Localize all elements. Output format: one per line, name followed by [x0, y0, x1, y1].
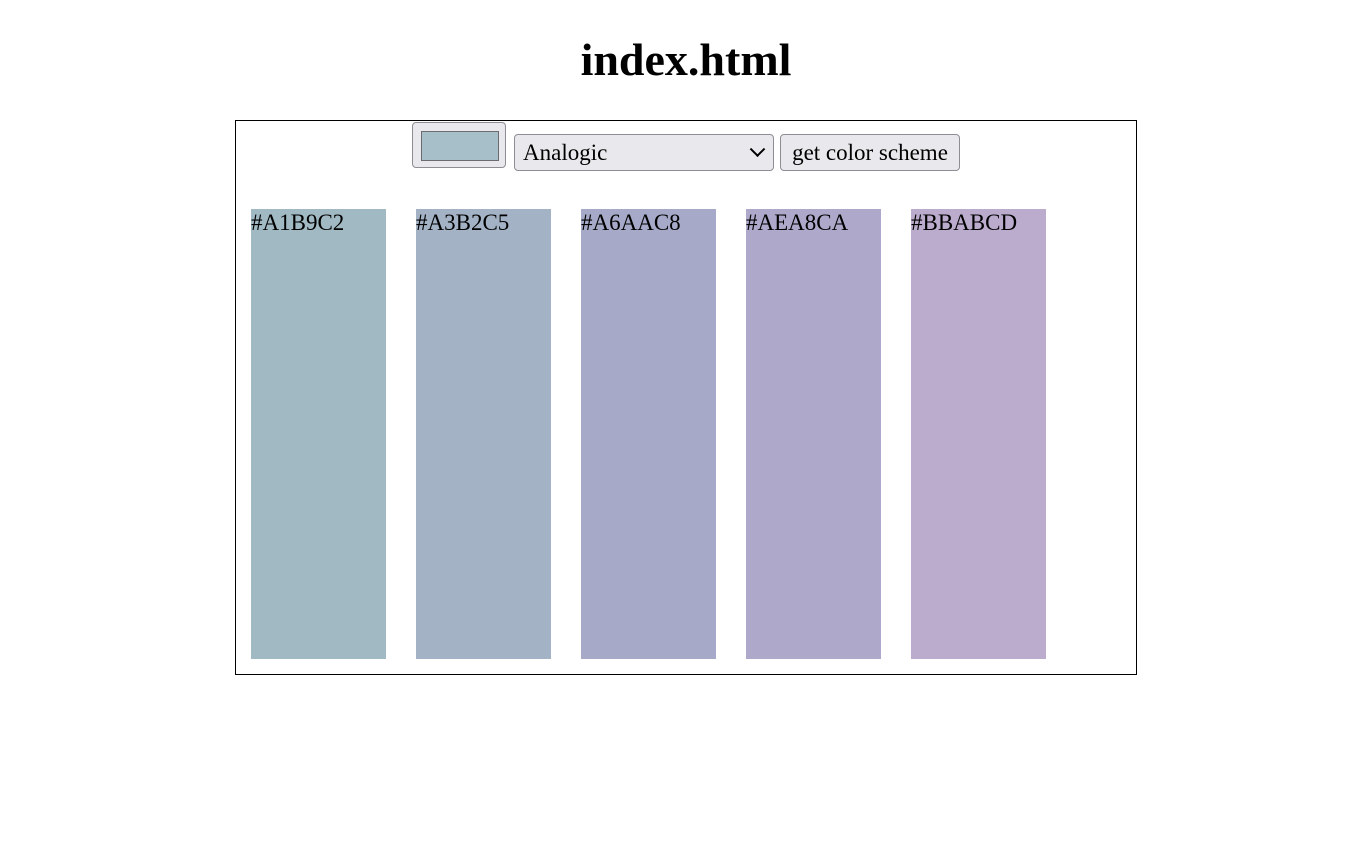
color-swatch: #A3B2C5 — [416, 209, 551, 659]
color-swatch: #A6AAC8 — [581, 209, 716, 659]
swatch-hex-label: #BBABCD — [911, 210, 1018, 235]
palette: #A1B9C2 #A3B2C5 #A6AAC8 #AEA8CA #BBABCD — [251, 209, 1046, 659]
scheme-mode-select[interactable]: Analogic — [514, 134, 774, 171]
swatch-hex-label: #A1B9C2 — [251, 210, 345, 235]
color-swatch: #A1B9C2 — [251, 209, 386, 659]
seed-color-preview — [421, 131, 499, 161]
seed-color-picker[interactable] — [412, 122, 506, 168]
scheme-mode-value: Analogic — [523, 140, 608, 165]
swatch-hex-label: #A3B2C5 — [416, 210, 510, 235]
color-swatch: #BBABCD — [911, 209, 1046, 659]
color-swatch: #AEA8CA — [746, 209, 881, 659]
get-color-scheme-button[interactable]: get color scheme — [780, 134, 960, 171]
swatch-hex-label: #AEA8CA — [746, 210, 849, 235]
color-scheme-panel: Analogic get color scheme #A1B9C2 #A3B2C… — [235, 120, 1137, 675]
chevron-down-icon — [749, 141, 766, 158]
swatch-hex-label: #A6AAC8 — [581, 210, 681, 235]
page-title: index.html — [580, 34, 792, 85]
